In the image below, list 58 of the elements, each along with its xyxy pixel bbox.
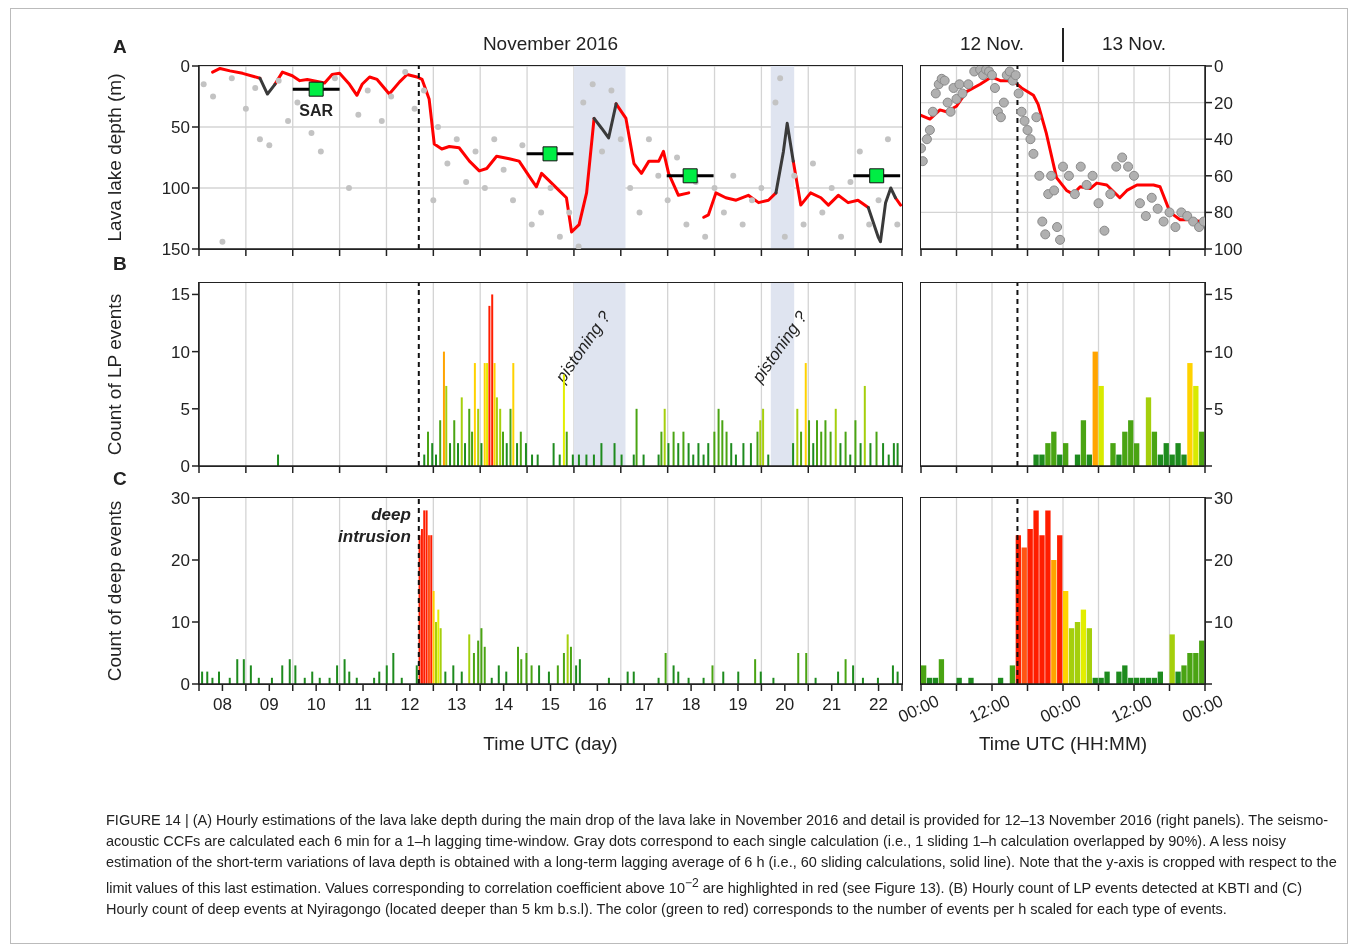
series-label: SAR [299, 102, 334, 120]
x-axis-title: Time UTC (day) [483, 733, 618, 754]
x-tick-label: 15 [541, 695, 560, 714]
y-tick-label: 30 [1214, 489, 1233, 509]
x-tick-label: 19 [728, 695, 748, 714]
x-tick-label: 08 [212, 695, 232, 714]
y-tick-label: 5 [180, 399, 190, 419]
text: 13 Nov. [1100, 33, 1168, 55]
annotation: deep intrusion [338, 504, 411, 549]
y-tick-label: 15 [171, 285, 190, 305]
y-tick-label: 100 [1214, 240, 1243, 260]
y-tick-label: 100 [161, 179, 190, 199]
x-tick-label: 00:00 [1037, 691, 1084, 727]
y-tick-label: 0 [180, 457, 190, 477]
y-tick-label: 20 [1214, 93, 1233, 113]
y-tick-label: 10 [171, 613, 190, 633]
x-tick-label: 12:00 [1108, 691, 1155, 727]
y-tick-label: 60 [1214, 166, 1233, 186]
text: A [113, 36, 127, 58]
x-tick-label: 10 [306, 695, 326, 714]
x-tick-label: 12:00 [966, 691, 1013, 727]
y-tick-label: 40 [1214, 130, 1233, 150]
y-axis-title: Count of LP events [103, 293, 125, 456]
y-tick-label: 0 [180, 57, 190, 77]
y-tick-label: 150 [161, 240, 190, 260]
y-tick-label: 50 [171, 118, 190, 138]
x-tick-label: 00:00 [895, 691, 942, 727]
text: B [113, 253, 127, 275]
x-tick-label: 12 [400, 695, 420, 714]
x-tick-label: 17 [634, 695, 654, 714]
x-tick-label: 09 [259, 695, 279, 714]
x-axis-title: Time UTC (HH:MM) [978, 733, 1148, 754]
x-tick-label: 21 [822, 695, 842, 714]
x-tick-label: 13 [447, 695, 467, 714]
y-tick-label: 10 [1214, 342, 1233, 362]
text: C [113, 468, 127, 490]
x-tick-label: 16 [587, 695, 607, 714]
y-axis-title: Lava lake depth (m) [103, 73, 125, 242]
x-tick-label: 22 [869, 695, 889, 714]
x-tick-label: 20 [775, 695, 795, 714]
y-tick-label: 20 [1214, 551, 1233, 571]
text: 12 Nov. [958, 33, 1026, 55]
y-tick-label: 30 [171, 489, 190, 509]
y-tick-label: 10 [171, 342, 190, 362]
x-tick-label: 14 [494, 695, 514, 714]
chart-title: November 2016 [481, 33, 620, 55]
y-tick-label: 10 [1214, 613, 1233, 633]
y-tick-label: 15 [1214, 285, 1233, 305]
y-tick-label: 0 [1214, 57, 1224, 77]
y-tick-label: 20 [171, 551, 190, 571]
y-tick-label: 80 [1214, 203, 1233, 223]
x-tick-label: 00:00 [1179, 691, 1226, 727]
caption: FIGURE 14 | (A) Hourly estimations of the lava lake depth during the main drop of the lava lake in November 2016 and detail is provided for 12–13 November 2016 (right panels). The seismo-acoustic CCFs are calculated each 6 min for a 1–h lagging time-window. Gray dots correspond to each single calculation (i.e., 1 sliding 1–h calculation overlapped by 90%). A less noisy estimation of the short-term variations of lava depth is obtained with a long-term lagging average of 6 h (i.e., 60 sliding calculations, solid line). Note that the y-axis is cropped with respect to the limit values of this last estimation. Values corresponding to correlation coefficient above 10$^{−2}$ are highlighted in red (see Figure 13). (B) Hourly count of LP events detected at KBTI and (C) Hourly count of deep events at Nyiragongo (located deeper than 5 km b.s.l). The color (green to red) corresponds to the number of events per h scaled for each type of events. [106, 811, 1338, 919]
y-axis-title: Count of deep events [103, 500, 125, 682]
x-tick-label: 11 [354, 695, 372, 714]
y-tick-label: 0 [180, 675, 190, 695]
x-tick-label: 18 [681, 695, 701, 714]
y-tick-label: 5 [1214, 399, 1224, 419]
